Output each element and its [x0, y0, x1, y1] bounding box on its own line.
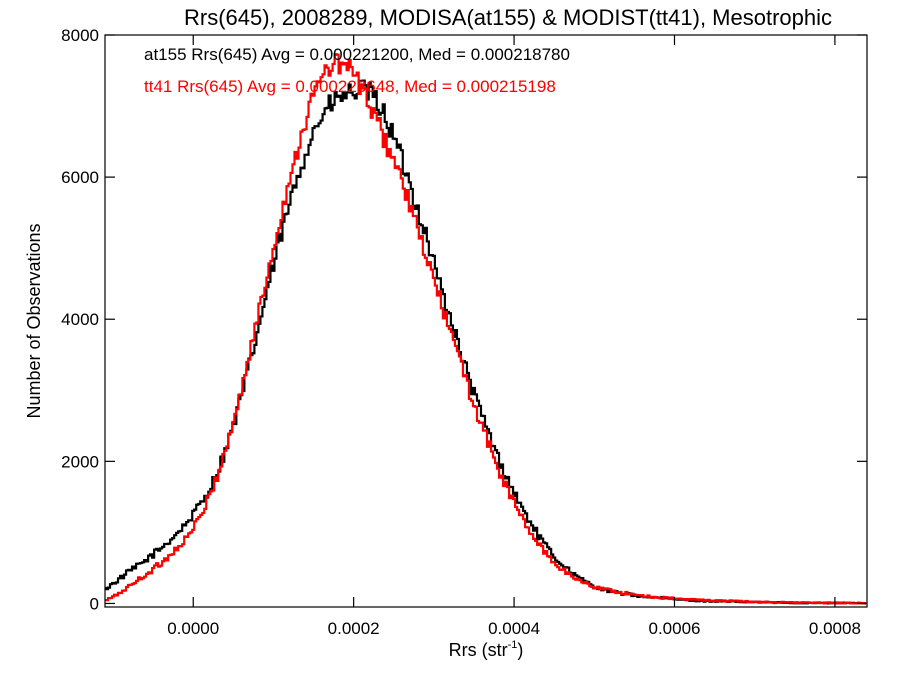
y-tick-label: 2000 [61, 452, 99, 471]
legend-entry-at155: at155 Rrs(645) Avg = 0.000221200, Med = … [144, 45, 570, 64]
x-tick-label: 0.0008 [809, 619, 861, 638]
y-tick-label: 6000 [61, 168, 99, 187]
x-tick-label: 0.0004 [488, 619, 540, 638]
chart-title: Rrs(645), 2008289, MODISA(at155) & MODIS… [184, 5, 832, 30]
plot-frame [104, 34, 868, 608]
x-tick-label: 0.0002 [328, 619, 380, 638]
x-tick-label: 0.0006 [648, 619, 700, 638]
y-tick-label: 4000 [61, 310, 99, 329]
series-layer [105, 53, 866, 605]
legend-entry-tt41: tt41 Rrs(645) Avg = 0.000223648, Med = 0… [144, 77, 556, 96]
y-axis: 0 2000 4000 6000 8000 [61, 26, 867, 613]
x-tick-label: 0.0000 [167, 619, 219, 638]
y-tick-label: 0 [90, 594, 99, 613]
y-axis-label: Number of Observations [24, 223, 44, 418]
y-tick-label: 8000 [61, 26, 99, 45]
series-line-at155 [105, 79, 866, 605]
x-axis: 0.0000 0.0002 0.0004 0.0006 0.0008 [167, 35, 861, 638]
series-line-tt41 [105, 53, 866, 605]
x-axis-label: Rrs (str-1) [449, 639, 524, 660]
